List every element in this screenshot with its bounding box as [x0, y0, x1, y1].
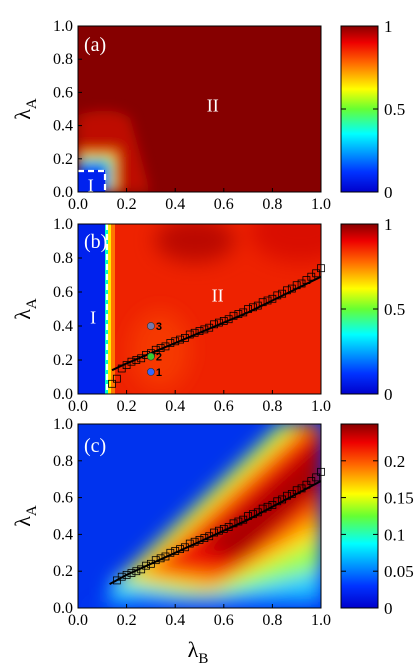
panel-c: (c) 0.0 0.2 0.4 0.6 0.8 1.0 0.0 0.2 0.4 0.6 0.8 1.0…: [10, 416, 414, 667]
data-square: [112, 374, 121, 383]
point-marker: [146, 367, 155, 376]
y-axis-label: λA: [10, 98, 40, 120]
colorbar-tick-label: 0: [384, 183, 393, 202]
y-axis-label: λA: [10, 298, 40, 320]
y-tick-label: 0.8: [53, 51, 73, 68]
theory-line: [111, 275, 322, 372]
x-tick-label: 0.4: [165, 196, 185, 213]
x-tick-label: 0.2: [117, 612, 137, 629]
region-label: II: [212, 285, 224, 305]
colorbar-tick-label: 1: [384, 215, 393, 234]
y-tick-label: 0.6: [53, 490, 73, 507]
data-square: [142, 561, 150, 570]
x-tick-label: 0.2: [117, 196, 137, 213]
x-tick-label: 0.0: [68, 612, 88, 629]
colorbar-tick-label: 0.05: [384, 562, 414, 581]
point-label: 2: [156, 352, 162, 364]
region-label: II: [207, 96, 219, 116]
x-tick-label: 0.6: [214, 398, 234, 415]
colorbar-tick-label: 0.15: [384, 489, 414, 508]
theory-line: [109, 480, 322, 585]
data-square: [317, 467, 325, 476]
x-tick-label: 0.8: [262, 612, 282, 629]
y-tick-label: 0.4: [53, 118, 73, 135]
panel-a: (a) 0.0 0.2 0.4 0.6 0.8 1.0 0.0 0.2 0.4 0.6 0.8 1.0…: [10, 17, 405, 213]
point-marker: [146, 352, 155, 361]
colorbar-tick-label: 0: [384, 599, 393, 618]
y-tick-label: 0.4: [53, 318, 73, 335]
plot-frame: [77, 423, 322, 609]
y-tick-label: 0.0: [53, 184, 73, 201]
colorbar: [340, 25, 379, 193]
x-tick-label: 0.6: [214, 196, 234, 213]
colorbar-tick-label: 0.5: [384, 300, 405, 319]
x-tick-label: 0.8: [262, 398, 282, 415]
y-axis-label: λA: [10, 505, 40, 527]
y-tick-label: 0.6: [53, 84, 73, 101]
colorbar-tick-label: 0.1: [384, 525, 405, 544]
y-tick-label: 0.4: [53, 526, 73, 543]
data-square: [312, 269, 321, 278]
x-tick-label: 0.0: [68, 398, 88, 415]
y-tick-label: 0.6: [53, 284, 73, 301]
x-tick-label: 0.6: [214, 612, 234, 629]
colorbar-tick-label: 0.2: [384, 452, 405, 471]
y-tick-label: 0.2: [53, 151, 73, 168]
panel-b: 123 (b) 0.0 0.2 0.4 0.6 0.8 1.00.00.20.40.60.…: [10, 215, 405, 415]
data-square: [122, 570, 131, 579]
y-tick-label: 0.8: [53, 453, 73, 470]
x-tick-label: 1.0: [311, 612, 331, 629]
x-tick-label: 0.0: [68, 196, 88, 213]
panel-label: (a): [84, 34, 106, 56]
point-label: 1: [156, 367, 162, 379]
y-tick-label: 1.0: [53, 416, 73, 433]
regions: III: [88, 96, 219, 196]
x-tick-label: 0.4: [165, 612, 185, 629]
data-square: [127, 357, 136, 366]
data-square: [312, 473, 321, 482]
colorbar: [340, 423, 379, 609]
axes: 0.0 0.2 0.4 0.6 0.8 1.0 0.0 0.2 0.4 0.6 0.8 1.0: [53, 216, 331, 415]
y-tick-label: 0.0: [53, 600, 73, 617]
y-tick-label: 0.8: [53, 250, 73, 267]
panel-label: (b): [84, 231, 107, 253]
colorbar: [340, 223, 379, 395]
axes: 0.0 0.2 0.4 0.6 0.8 1.0 0.0 0.2 0.4 0.6 0.8 1.0: [53, 416, 331, 629]
region-boundary: [78, 169, 107, 192]
plot-frame: [77, 223, 322, 395]
colorbar-ticks: 00.51: [341, 17, 405, 202]
region-label: I: [88, 175, 94, 195]
x-tick-label: 1.0: [311, 196, 331, 213]
panel-label: (c): [84, 435, 106, 457]
colorbar-tick-label: 1: [384, 17, 393, 36]
data-square: [108, 379, 116, 388]
x-tick-label: 1.0: [311, 398, 331, 415]
data-square: [127, 569, 136, 577]
y-tick-label: 1.0: [53, 216, 73, 233]
y-tick-label: 1.0: [53, 18, 73, 35]
axes: 0.0 0.2 0.4 0.6 0.8 1.0 0.0 0.2 0.4 0.6 0.8 1.0: [53, 18, 331, 213]
y-tick-label: 0.2: [53, 563, 73, 580]
regions: III: [90, 285, 224, 328]
point-label: 3: [156, 321, 162, 333]
region-label: I: [90, 308, 96, 328]
colorbar-tick-label: 0.5: [384, 100, 405, 119]
y-tick-label: 0.0: [53, 386, 73, 403]
colorbar-tick-label: 0: [384, 385, 393, 404]
x-tick-label: 0.4: [165, 398, 185, 415]
x-tick-label: 0.2: [117, 398, 137, 415]
colorbar-ticks: 00.51: [341, 215, 405, 404]
x-tick-label: 0.8: [262, 196, 282, 213]
highlighted-points: 1 2 3: [146, 321, 162, 379]
colorbar-ticks: 0 0.05 0.1 0.15 0.2: [341, 452, 414, 618]
y-tick-label: 0.2: [53, 352, 73, 369]
point-marker: [146, 322, 155, 330]
data-square: [317, 264, 325, 273]
plot-frame: [77, 25, 322, 193]
x-axis-label: λB: [188, 637, 209, 667]
